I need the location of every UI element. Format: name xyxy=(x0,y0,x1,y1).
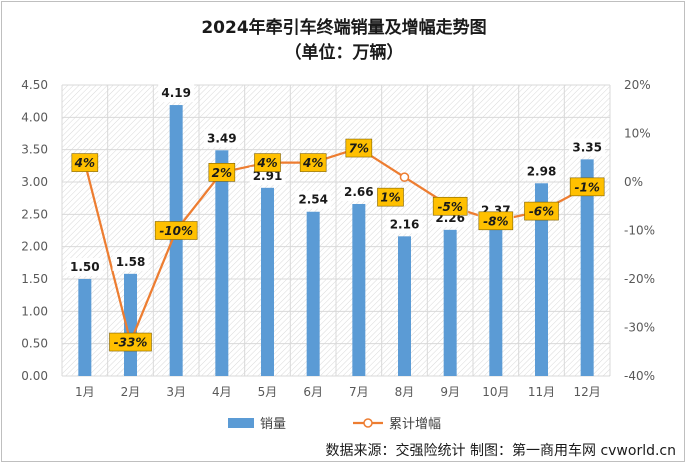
x-tick-label: 10月 xyxy=(482,385,509,399)
bar-value-label: 2.91 xyxy=(253,169,283,183)
y-right-tick-label: 10% xyxy=(624,127,651,141)
line-value-label: -33% xyxy=(114,336,148,350)
bar-value-label: 3.35 xyxy=(572,140,602,154)
chart-subtitle: （单位：万辆） xyxy=(284,43,404,63)
x-tick-label: 4月 xyxy=(212,385,232,399)
line-value-label: -6% xyxy=(529,205,554,219)
x-tick-label: 5月 xyxy=(258,385,278,399)
bar-label-bg xyxy=(112,252,149,271)
y-right-tick-label: -10% xyxy=(624,224,655,238)
bar xyxy=(352,203,366,376)
legend-line-marker xyxy=(363,418,373,428)
line-label-box xyxy=(569,177,605,197)
y-left-tick-label: 4.50 xyxy=(21,78,48,92)
x-tick-label: 9月 xyxy=(440,385,460,399)
bar-label-bg xyxy=(340,182,377,201)
y-left-tick-label: 1.00 xyxy=(21,304,48,318)
bar-label-bg xyxy=(386,215,423,234)
line-value-label: 4% xyxy=(74,156,95,170)
bar-label-bg xyxy=(158,84,195,103)
y-right-tick-label: 20% xyxy=(624,78,651,92)
y-left-tick-label: 3.50 xyxy=(21,143,48,157)
line-label-box xyxy=(299,153,327,172)
line-label-box xyxy=(254,153,281,172)
legend-line-label: 累计增幅 xyxy=(389,417,441,432)
legend-bar-label: 销量 xyxy=(260,417,286,432)
x-tick-label: 2月 xyxy=(121,385,141,399)
y-left-tick-label: 0.50 xyxy=(21,337,48,351)
bar xyxy=(169,105,183,377)
legend-bar-swatch xyxy=(228,418,254,428)
line-label-box xyxy=(524,201,559,221)
bar xyxy=(78,279,92,376)
bar xyxy=(215,150,229,376)
bar xyxy=(398,236,411,376)
bar xyxy=(535,183,548,376)
y-right-tick-label: 0% xyxy=(624,175,643,189)
y-left-tick-label: 2.50 xyxy=(21,207,48,221)
line-value-label: 4% xyxy=(302,156,323,170)
bar-value-label: 1.58 xyxy=(116,255,146,269)
bar-label-bg xyxy=(66,258,103,276)
bar xyxy=(261,187,274,376)
bar-value-label: 2.98 xyxy=(527,164,557,178)
y-right-tick-label: -30% xyxy=(624,321,655,335)
source-note: 数据来源：交强险统计 制图：第一商用车网 cvworld.cn xyxy=(325,443,676,459)
line-value-label: 1% xyxy=(380,191,400,205)
x-tick-label: 8月 xyxy=(395,385,415,399)
line-label-box xyxy=(208,163,236,182)
chart-title: 2024年牵引车终端销量及增幅走势图 xyxy=(201,18,487,38)
y-right-tick-label: -20% xyxy=(624,272,655,286)
line-label-box xyxy=(154,221,198,240)
bar-value-label: 1.50 xyxy=(70,260,100,274)
bar-label-bg xyxy=(203,129,240,148)
y-left-tick-label: 4.00 xyxy=(21,110,48,124)
y-left-tick-label: 0.00 xyxy=(21,369,48,383)
line-label-box xyxy=(109,332,152,352)
x-tick-label: 7月 xyxy=(349,385,369,399)
line-label-box xyxy=(478,211,514,231)
bar xyxy=(443,229,457,376)
x-tick-label: 3月 xyxy=(166,385,186,399)
bar-value-label: 2.54 xyxy=(298,193,328,207)
bar-value-label: 4.19 xyxy=(161,86,191,100)
line-value-label: 2% xyxy=(212,166,232,180)
x-tick-label: 1月 xyxy=(75,385,95,399)
line-value-label: 7% xyxy=(349,142,369,156)
y-left-tick-label: 3.00 xyxy=(21,175,48,189)
bar-value-label: 2.66 xyxy=(344,185,374,199)
line-label-box xyxy=(71,153,99,172)
x-tick-label: 11月 xyxy=(528,385,555,399)
line-value-label: -1% xyxy=(574,180,599,194)
y-left-tick-label: 2.00 xyxy=(21,240,48,254)
bar-value-label: 3.49 xyxy=(207,131,237,145)
line-value-label: 4% xyxy=(256,156,277,170)
bar xyxy=(306,211,320,376)
x-tick-label: 6月 xyxy=(303,385,323,399)
line-label-box xyxy=(432,196,468,216)
bar xyxy=(489,222,503,376)
line-value-label: -5% xyxy=(437,200,462,214)
bar-value-label: 2.16 xyxy=(390,217,420,231)
line-label-box xyxy=(345,138,373,158)
line-label-box xyxy=(377,187,404,207)
line-point xyxy=(399,172,410,182)
y-right-tick-label: -40% xyxy=(624,369,655,383)
bar-label-bg xyxy=(569,138,606,157)
line-value-label: -10% xyxy=(159,224,193,238)
bar-label-bg xyxy=(523,162,560,181)
bar xyxy=(580,159,594,376)
bar-label-bg xyxy=(295,190,332,209)
y-left-tick-label: 1.50 xyxy=(21,272,48,286)
line-value-label: -8% xyxy=(483,214,508,228)
x-tick-label: 12月 xyxy=(574,385,601,399)
